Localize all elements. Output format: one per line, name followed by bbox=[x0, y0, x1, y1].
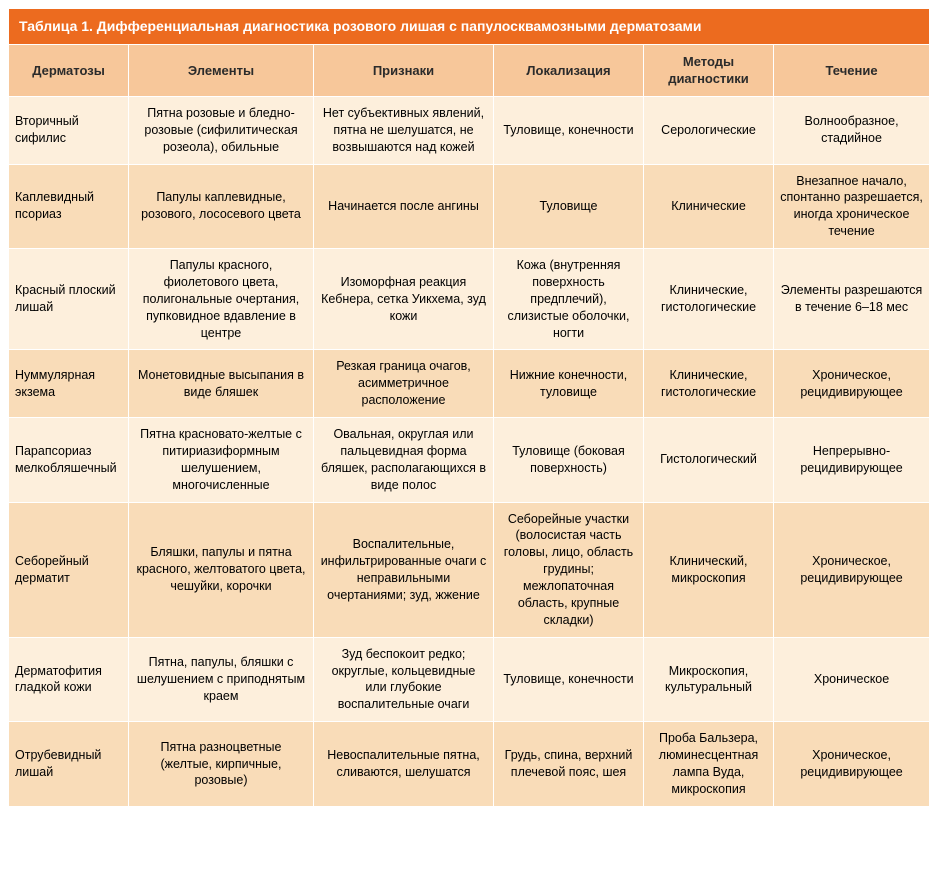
cell: Туловище, конечности bbox=[494, 96, 644, 164]
col-header: Методы диагностики bbox=[644, 44, 774, 96]
cell-name: Нуммулярная экзема bbox=[9, 350, 129, 418]
cell: Элементы разрешаются в течение 6–18 мес bbox=[774, 249, 930, 350]
cell: Клинические, гистологические bbox=[644, 249, 774, 350]
cell: Пятна красновато-желтые с питириазиформн… bbox=[129, 418, 314, 503]
cell: Нет субъективных явлений, пятна не шелуш… bbox=[314, 96, 494, 164]
cell-name: Каплевидный псориаз bbox=[9, 164, 129, 249]
cell: Пятна розовые и бледно-розовые (сифилити… bbox=[129, 96, 314, 164]
cell: Хроническое, рецидивирующее bbox=[774, 722, 930, 807]
table-title-row: Таблица 1. Дифференциальная диагностика … bbox=[9, 9, 930, 45]
cell: Воспалительные, инфильтрированные очаги … bbox=[314, 502, 494, 637]
cell: Пятна, папулы, бляшки с шелушением с при… bbox=[129, 637, 314, 722]
cell: Клинические bbox=[644, 164, 774, 249]
cell: Начинается после ангины bbox=[314, 164, 494, 249]
cell: Зуд беспокоит редко; округлые, кольцевид… bbox=[314, 637, 494, 722]
table-row: Отрубевидный лишай Пятна разноцветные (ж… bbox=[9, 722, 930, 807]
cell: Папулы каплевидные, розового, лососевого… bbox=[129, 164, 314, 249]
col-header: Течение bbox=[774, 44, 930, 96]
cell: Внезапное начало, спонтанно разрешается,… bbox=[774, 164, 930, 249]
cell: Пятна разноцветные (желтые, кирпичные, р… bbox=[129, 722, 314, 807]
cell: Невоспалительные пятна, сливаются, шелуш… bbox=[314, 722, 494, 807]
cell-name: Парапсориаз мелкобляшечный bbox=[9, 418, 129, 503]
cell-name: Вторичный сифилис bbox=[9, 96, 129, 164]
cell-name: Отрубевидный лишай bbox=[9, 722, 129, 807]
cell-name: Красный плоский лишай bbox=[9, 249, 129, 350]
cell: Клинические, гистологические bbox=[644, 350, 774, 418]
cell: Туловище (боковая поверхность) bbox=[494, 418, 644, 503]
cell: Грудь, спина, верхний плечевой пояс, шея bbox=[494, 722, 644, 807]
table-title: Таблица 1. Дифференциальная диагностика … bbox=[9, 9, 930, 45]
cell: Изоморфная реакция Кебнера, сетка Уикхем… bbox=[314, 249, 494, 350]
cell: Хроническое, рецидивирующее bbox=[774, 350, 930, 418]
cell: Непрерывно-рецидивирующее bbox=[774, 418, 930, 503]
cell: Клинический, микроскопия bbox=[644, 502, 774, 637]
table-body: Вторичный сифилис Пятна розовые и бледно… bbox=[9, 96, 930, 806]
cell: Кожа (внутренняя поверхность предплечий)… bbox=[494, 249, 644, 350]
table-header-row: Дерматозы Элементы Признаки Локализация … bbox=[9, 44, 930, 96]
cell: Хроническое bbox=[774, 637, 930, 722]
cell: Туловище, конечности bbox=[494, 637, 644, 722]
diagnostic-table: Таблица 1. Дифференциальная диагностика … bbox=[8, 8, 930, 807]
cell: Гистологический bbox=[644, 418, 774, 503]
cell-name: Себорейный дерматит bbox=[9, 502, 129, 637]
cell: Бляшки, папулы и пятна красного, желтова… bbox=[129, 502, 314, 637]
cell: Нижние конечности, туловище bbox=[494, 350, 644, 418]
cell: Папулы красного, фиолетового цвета, поли… bbox=[129, 249, 314, 350]
cell: Себорейные участки (волосистая часть гол… bbox=[494, 502, 644, 637]
cell: Туловище bbox=[494, 164, 644, 249]
cell: Проба Бальзера, люминесцентная лампа Вуд… bbox=[644, 722, 774, 807]
col-header: Признаки bbox=[314, 44, 494, 96]
table-row: Дерматофития гладкой кожи Пятна, папулы,… bbox=[9, 637, 930, 722]
table-row: Нуммулярная экзема Монетовидные высыпани… bbox=[9, 350, 930, 418]
table-row: Себорейный дерматит Бляшки, папулы и пят… bbox=[9, 502, 930, 637]
cell: Волнообразное, стадийное bbox=[774, 96, 930, 164]
table-row: Вторичный сифилис Пятна розовые и бледно… bbox=[9, 96, 930, 164]
cell: Серологические bbox=[644, 96, 774, 164]
cell: Овальная, округлая или пальцевидная форм… bbox=[314, 418, 494, 503]
col-header: Дерматозы bbox=[9, 44, 129, 96]
table-row: Парапсориаз мелкобляшечный Пятна краснов… bbox=[9, 418, 930, 503]
cell: Резкая граница очагов, асимметричное рас… bbox=[314, 350, 494, 418]
cell: Хроническое, рецидивирующее bbox=[774, 502, 930, 637]
col-header: Элементы bbox=[129, 44, 314, 96]
col-header: Локализация bbox=[494, 44, 644, 96]
cell: Монетовидные высыпания в виде бляшек bbox=[129, 350, 314, 418]
table-row: Красный плоский лишай Папулы красного, ф… bbox=[9, 249, 930, 350]
cell: Микроскопия, культуральный bbox=[644, 637, 774, 722]
table-row: Каплевидный псориаз Папулы каплевидные, … bbox=[9, 164, 930, 249]
cell-name: Дерматофития гладкой кожи bbox=[9, 637, 129, 722]
